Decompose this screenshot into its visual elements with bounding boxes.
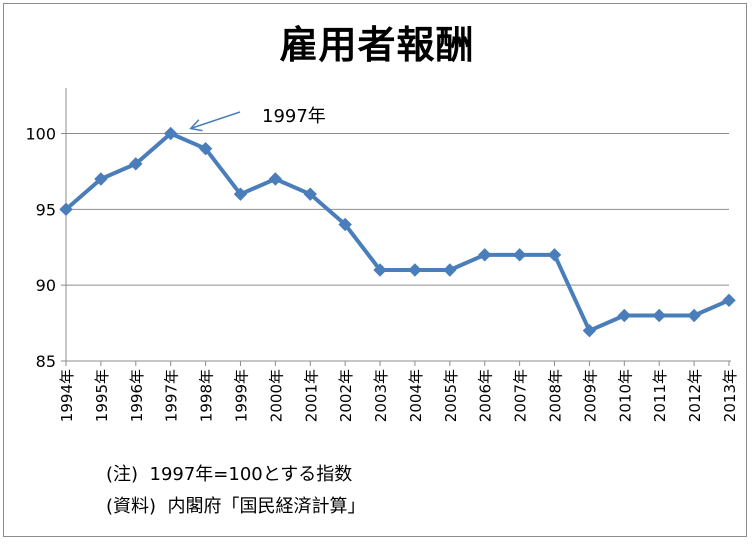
x-tick-label: 2003年 — [372, 369, 390, 422]
x-tick-label: 1996年 — [128, 369, 146, 422]
data-point — [652, 308, 666, 323]
x-tick-label: 2013年 — [721, 369, 739, 422]
series-line — [64, 131, 730, 333]
data-point — [722, 293, 736, 308]
y-tick-label: 95 — [36, 200, 56, 219]
y-tick-label: 85 — [36, 352, 56, 371]
data-point — [687, 308, 701, 323]
data-point — [338, 217, 352, 232]
data-point — [408, 263, 422, 277]
x-tick-label: 1999年 — [232, 369, 250, 422]
data-point — [198, 141, 213, 156]
data-point — [163, 126, 178, 141]
x-tick-label: 2001年 — [302, 369, 320, 422]
x-tick-label: 2012年 — [686, 369, 704, 422]
x-tick-label: 2008年 — [547, 369, 565, 422]
x-tick-label: 2005年 — [442, 369, 460, 422]
x-tick-label: 2000年 — [267, 369, 285, 422]
x-tick-label: 2004年 — [407, 369, 425, 422]
x-tick-label: 2002年 — [337, 369, 355, 422]
data-point — [443, 263, 457, 277]
y-tick-label: 100 — [25, 125, 56, 144]
data-point — [129, 157, 143, 171]
annotation-arrow — [190, 111, 241, 130]
x-tick-label: 1994年 — [58, 369, 76, 422]
x-tick-label: 2006年 — [477, 369, 495, 422]
x-tick-label: 1995年 — [93, 369, 111, 422]
x-tick-label: 2007年 — [512, 369, 530, 422]
data-point — [512, 248, 527, 262]
x-tick-label: 1998年 — [198, 369, 216, 422]
note-text: (注) 1997年=100とする指数 — [106, 464, 353, 485]
data-point — [373, 263, 387, 277]
x-tick-label: 2011年 — [651, 369, 669, 422]
x-tick-label: 1997年 — [163, 369, 181, 422]
chart-title: 雇用者報酬 — [279, 23, 475, 67]
data-point — [547, 248, 562, 262]
chart-frame — [3, 3, 747, 537]
data-point — [94, 172, 108, 186]
data-point — [233, 187, 248, 201]
data-point — [582, 323, 597, 338]
y-tick-label: 90 — [36, 276, 56, 295]
data-point — [478, 248, 492, 262]
x-tick-label: 2010年 — [616, 369, 634, 422]
data-point — [59, 202, 73, 217]
data-point — [303, 187, 317, 201]
annotation-label: 1997年 — [262, 106, 326, 127]
data-point — [617, 308, 632, 323]
data-point — [268, 172, 283, 186]
source-text: (資料) 内閣府「国民経済計算」 — [106, 496, 366, 517]
x-tick-label: 2009年 — [581, 369, 599, 422]
annotation-arrowhead — [189, 119, 203, 132]
